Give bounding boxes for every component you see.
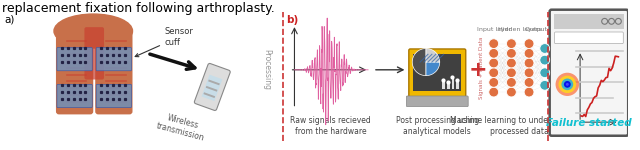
Text: Output layer: Output layer: [525, 27, 564, 32]
FancyBboxPatch shape: [195, 63, 230, 111]
FancyBboxPatch shape: [409, 49, 466, 100]
Circle shape: [524, 87, 534, 97]
FancyBboxPatch shape: [84, 27, 104, 80]
Ellipse shape: [54, 14, 132, 48]
FancyBboxPatch shape: [555, 32, 623, 44]
Text: Processing: Processing: [262, 49, 271, 90]
FancyBboxPatch shape: [96, 84, 132, 108]
FancyBboxPatch shape: [95, 29, 132, 114]
Circle shape: [524, 58, 534, 68]
Circle shape: [506, 78, 516, 87]
Bar: [208, 80, 220, 85]
Circle shape: [524, 48, 534, 58]
Text: Raw signals recieved
from the hardware: Raw signals recieved from the hardware: [291, 116, 371, 136]
Circle shape: [564, 81, 571, 88]
Circle shape: [540, 80, 550, 90]
Circle shape: [506, 58, 516, 68]
Circle shape: [556, 73, 579, 96]
Circle shape: [506, 68, 516, 78]
Circle shape: [540, 68, 550, 78]
Text: health prediction
(defect type): health prediction (defect type): [552, 45, 563, 91]
Circle shape: [506, 48, 516, 58]
Text: Machine learning to understand the
processed data: Machine learning to understand the proce…: [451, 116, 588, 136]
Circle shape: [561, 79, 573, 90]
Text: Signals + Patient Data: Signals + Patient Data: [479, 37, 484, 99]
Circle shape: [489, 68, 499, 78]
Circle shape: [524, 68, 534, 78]
Bar: [442, 80, 445, 89]
FancyBboxPatch shape: [57, 84, 92, 108]
Text: Post processing using
analytical models: Post processing using analytical models: [396, 116, 479, 136]
Text: b): b): [285, 15, 298, 25]
Circle shape: [489, 87, 499, 97]
Text: Wireless
transmission: Wireless transmission: [156, 111, 208, 143]
FancyBboxPatch shape: [406, 96, 468, 107]
Text: +: +: [468, 60, 487, 80]
Circle shape: [489, 39, 499, 48]
Circle shape: [489, 78, 499, 87]
Circle shape: [524, 78, 534, 87]
Text: Failure started: Failure started: [546, 118, 632, 128]
Text: a): a): [4, 15, 14, 25]
Circle shape: [524, 39, 534, 48]
Circle shape: [489, 48, 499, 58]
Text: Input layer: Input layer: [477, 27, 511, 32]
FancyBboxPatch shape: [96, 48, 132, 71]
FancyBboxPatch shape: [57, 48, 92, 71]
Circle shape: [489, 58, 499, 68]
Wedge shape: [412, 48, 426, 76]
Text: Hidden layers: Hidden layers: [499, 27, 542, 32]
Bar: [554, 14, 624, 29]
Text: c): c): [550, 15, 561, 25]
Circle shape: [540, 55, 550, 65]
Text: replacement fixation following arthroplasty.: replacement fixation following arthropla…: [2, 2, 275, 15]
FancyBboxPatch shape: [550, 10, 628, 136]
Circle shape: [506, 39, 516, 48]
FancyBboxPatch shape: [202, 75, 223, 101]
FancyBboxPatch shape: [56, 29, 93, 114]
Circle shape: [506, 87, 516, 97]
Bar: [204, 92, 215, 98]
Bar: [413, 54, 461, 91]
Bar: [447, 82, 449, 89]
Wedge shape: [426, 48, 440, 62]
Wedge shape: [426, 62, 440, 76]
Circle shape: [566, 83, 569, 86]
Circle shape: [559, 76, 576, 93]
Text: Sensor
cuff: Sensor cuff: [135, 27, 194, 57]
Circle shape: [540, 44, 550, 53]
Bar: [456, 80, 460, 89]
Bar: [451, 77, 454, 89]
Bar: [205, 86, 218, 92]
